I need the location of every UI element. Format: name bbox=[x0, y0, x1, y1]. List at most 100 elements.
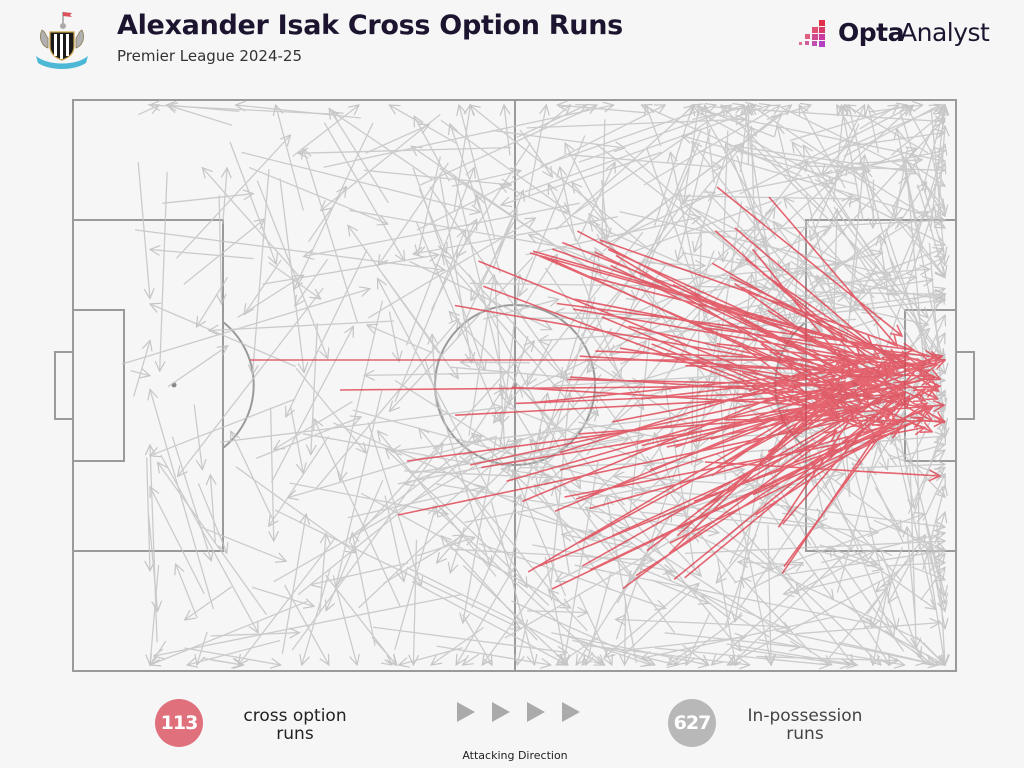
possession-run-arrow bbox=[500, 184, 710, 277]
possession-run-arrow bbox=[365, 125, 429, 154]
possession-run-arrow bbox=[244, 259, 282, 314]
possession-run-arrow bbox=[724, 444, 785, 627]
possession-run-arrow bbox=[832, 105, 845, 202]
possession-run-arrow bbox=[185, 586, 232, 620]
possession-run-arrow bbox=[922, 485, 945, 570]
cross-option-runs bbox=[250, 186, 945, 590]
possession-run-arrow bbox=[740, 648, 851, 666]
possession-run-arrow bbox=[340, 300, 384, 481]
possession-run-arrow bbox=[465, 484, 527, 588]
possession-run-arrow bbox=[273, 441, 520, 583]
cross-run-arrow bbox=[685, 366, 874, 372]
possession-run-arrow bbox=[526, 119, 746, 129]
possession-run-arrow bbox=[738, 105, 913, 268]
possession-run-arrow bbox=[822, 131, 859, 174]
cross-option-label: cross option runs bbox=[243, 706, 347, 744]
possession-run-arrow bbox=[525, 217, 701, 256]
possession-run-arrow bbox=[378, 162, 449, 266]
possession-run-arrow bbox=[413, 216, 618, 254]
possession-run-arrow bbox=[620, 227, 831, 320]
possession-run-arrow bbox=[160, 171, 168, 371]
cross-run-arrow bbox=[777, 391, 869, 528]
cross-run-arrow bbox=[619, 347, 835, 384]
possession-run-arrow bbox=[297, 453, 473, 596]
possession-run-arrow bbox=[147, 457, 150, 571]
possession-run-arrow bbox=[581, 644, 749, 665]
possession-run-arrow bbox=[436, 483, 719, 533]
possession-run-arrow bbox=[236, 105, 361, 119]
possession-run-arrow bbox=[382, 273, 459, 379]
possession-run-arrow bbox=[544, 556, 566, 665]
possession-run-arrow bbox=[253, 169, 270, 375]
possession-run-arrow bbox=[440, 119, 569, 212]
possession-run-arrow bbox=[877, 257, 945, 287]
possession-run-arrow bbox=[716, 500, 799, 595]
possession-run-arrow bbox=[577, 162, 615, 241]
cross-run-arrow bbox=[455, 394, 849, 416]
brand-opta: Opta bbox=[838, 18, 904, 47]
possession-run-arrow bbox=[885, 563, 945, 566]
possession-run-arrow bbox=[358, 463, 512, 609]
possession-run-arrow bbox=[354, 435, 481, 535]
possession-run-arrow bbox=[928, 450, 945, 463]
possession-run-arrow bbox=[527, 611, 587, 613]
possession-run-arrow bbox=[643, 105, 780, 186]
possession-run-arrow bbox=[625, 600, 626, 665]
possession-run-arrow bbox=[811, 123, 860, 241]
possession-run-arrow bbox=[675, 614, 743, 665]
cross-run-arrow bbox=[734, 227, 872, 345]
possession-run-arrow bbox=[582, 652, 594, 666]
possession-run-arrow bbox=[223, 168, 227, 225]
possession-run-arrow bbox=[197, 483, 227, 554]
possession-run-arrow bbox=[502, 335, 529, 424]
possession-run-arrow bbox=[792, 142, 901, 292]
cross-run-arrow bbox=[515, 386, 940, 405]
possession-run-arrow bbox=[535, 485, 611, 591]
possession-run-arrow bbox=[907, 527, 916, 619]
possession-run-arrow bbox=[850, 264, 878, 313]
possession-run-arrow bbox=[734, 492, 772, 665]
possession-run-arrow bbox=[670, 152, 706, 322]
possession-run-arrow bbox=[279, 178, 304, 372]
possession-run-arrow bbox=[506, 405, 654, 465]
possession-run-arrow bbox=[373, 626, 567, 652]
possession-run-arrow bbox=[419, 428, 563, 605]
possession-run-arrow bbox=[686, 611, 711, 665]
legend: 113 cross option runs Attacking Directio… bbox=[0, 690, 1024, 768]
possession-run-arrow bbox=[873, 179, 874, 228]
possession-run-arrow bbox=[469, 283, 768, 287]
possession-run-arrow bbox=[894, 182, 926, 230]
cross-run-arrow bbox=[668, 381, 845, 554]
possession-run-arrow bbox=[602, 105, 792, 252]
possession-run-arrow bbox=[171, 436, 211, 561]
possession-run-arrow bbox=[519, 135, 586, 296]
possession-run-arrow bbox=[692, 142, 799, 284]
possession-run-arrow bbox=[150, 487, 205, 595]
possession-run-arrow bbox=[459, 105, 496, 240]
possession-run-arrow bbox=[478, 542, 666, 609]
possession-run-arrow bbox=[556, 542, 633, 581]
possession-run-arrow bbox=[684, 541, 945, 555]
possession-run-arrow bbox=[751, 144, 928, 318]
possession-run-arrow bbox=[761, 455, 812, 546]
possession-run-arrow bbox=[167, 105, 240, 112]
possession-run-arrow bbox=[762, 548, 853, 665]
possession-run-arrow bbox=[367, 218, 535, 319]
possession-run-arrow bbox=[491, 129, 625, 148]
possession-run-arrow bbox=[150, 389, 214, 610]
possession-run-arrow bbox=[808, 535, 889, 665]
possession-run-arrow bbox=[365, 373, 510, 376]
possession-run-arrow bbox=[859, 105, 899, 130]
possession-run-arrow bbox=[607, 496, 637, 663]
possession-run-arrow bbox=[138, 105, 159, 116]
possession-run-arrow bbox=[851, 461, 896, 629]
cross-run-arrow bbox=[767, 309, 944, 422]
possession-run-arrow bbox=[675, 196, 859, 199]
possession-run-arrow bbox=[183, 219, 265, 285]
possession-run-arrow bbox=[850, 464, 945, 468]
possession-run-arrow bbox=[580, 276, 620, 379]
possession-run-arrow bbox=[777, 125, 792, 181]
possession-run-arrow bbox=[682, 136, 858, 186]
possession-run-arrow bbox=[458, 389, 504, 456]
